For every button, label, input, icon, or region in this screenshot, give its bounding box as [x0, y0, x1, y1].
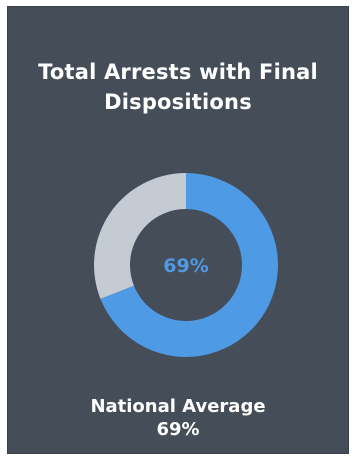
donut-center-label: 69% — [163, 255, 208, 277]
donut-slice-remaining — [93, 173, 186, 299]
donut-chart: 69% — [93, 173, 278, 357]
dispositions-card: Total Arrests with Final Dispositions 69… — [7, 6, 349, 454]
national-average-label: National Average — [90, 396, 266, 417]
card-title-line-1: Total Arrests with Final — [38, 60, 318, 84]
national-average: National Average 69% — [8, 395, 348, 441]
national-average-value: 69% — [156, 419, 200, 440]
card-title-line-2: Dispositions — [104, 90, 252, 114]
card-title: Total Arrests with Final Dispositions — [8, 57, 348, 117]
donut-slice-filled — [100, 173, 278, 357]
